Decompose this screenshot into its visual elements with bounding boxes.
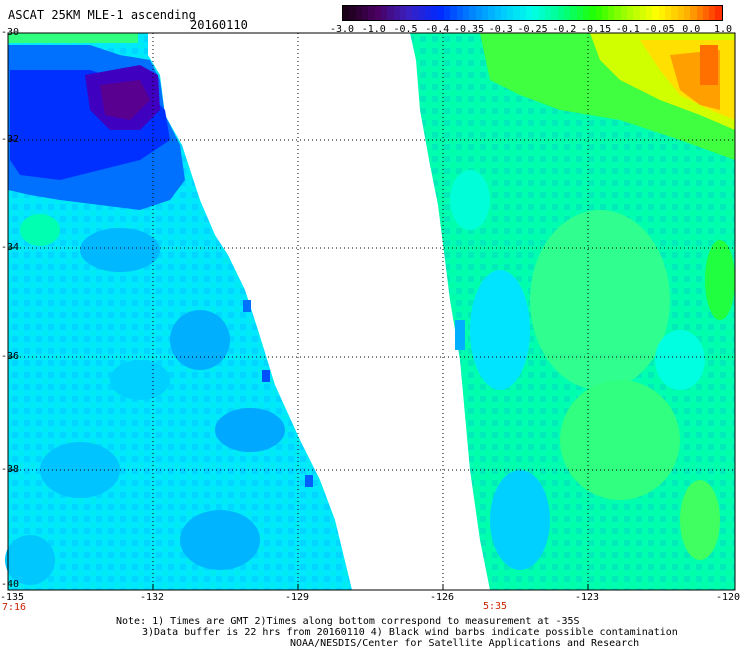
colorbar-segment [614, 6, 621, 20]
colorbar-segment [633, 6, 640, 20]
colorbar-segment [425, 6, 432, 20]
colorbar-segment [715, 6, 722, 20]
lon-label: -129 [285, 592, 310, 603]
map-frame [7, 32, 736, 591]
colorbar-segment [582, 6, 590, 20]
colorbar-segment [709, 6, 716, 20]
colorbar-label: 1.0 [714, 24, 733, 35]
colorbar-segment [538, 6, 545, 20]
colorbar-segment [570, 6, 577, 20]
left-swath [5, 33, 352, 590]
colorbar-segment [380, 6, 388, 20]
colorbar-segment [690, 6, 697, 20]
colorbar-segment [563, 6, 571, 20]
colorbar-segment [513, 6, 520, 20]
swath-time-right: 5:35 [483, 601, 508, 612]
colorbar-segment [696, 6, 703, 20]
colorbar-segment [683, 6, 691, 20]
colorbar-segment [664, 6, 672, 20]
colorbar-segment [601, 6, 609, 20]
colorbar-segment [355, 6, 362, 20]
colorbar-segment [431, 6, 438, 20]
colorbar-segment [393, 6, 400, 20]
colorbar-label: -0.2 [552, 24, 577, 35]
colorbar-label: -0.05 [644, 24, 675, 35]
colorbar-segment [343, 6, 350, 20]
colorbar-segment [500, 6, 508, 20]
colorbar-segment [462, 6, 470, 20]
colorbar-segment [349, 6, 356, 20]
note-line-3: NOAA/NESDIS/Center for Satellite Applica… [290, 638, 640, 649]
product-date: 20160110 [190, 18, 248, 32]
note-line-2: 3)Data buffer is 22 hrs from 20160110 4)… [142, 627, 678, 638]
product-title: ASCAT 25KM MLE-1 ascending [8, 8, 196, 22]
colorbar-segment [519, 6, 527, 20]
colorbar-segment [532, 6, 539, 20]
lon-label: -120 [716, 592, 740, 603]
colorbar-segment [507, 6, 514, 20]
colorbar-segment [702, 6, 710, 20]
lat-label: -40 [1, 579, 20, 590]
note-line-1: Note: 1) Times are GMT 2)Times along bot… [116, 616, 580, 627]
colorbar [342, 5, 723, 21]
colorbar-segment [469, 6, 476, 20]
colorbar-label: -3.0 [330, 24, 355, 35]
colorbar-segment [456, 6, 463, 20]
colorbar-segment [481, 6, 489, 20]
colorbar-segment [589, 6, 596, 20]
colorbar-segment [646, 6, 653, 20]
colorbar-segment [576, 6, 583, 20]
colorbar-segment [677, 6, 684, 20]
lat-label: -38 [1, 464, 20, 475]
lat-label: -36 [1, 351, 20, 362]
colorbar-segment [671, 6, 678, 20]
colorbar-labels: -3.0 -1.0 -0.5 -0.4 -0.35 -0.3 -0.25 -0.2 -0.15-… [330, 24, 735, 38]
colorbar-segment [475, 6, 482, 20]
colorbar-segment [450, 6, 457, 20]
colorbar-segment [488, 6, 495, 20]
right-swath [410, 33, 735, 590]
colorbar-label: 0.0 [682, 24, 701, 35]
colorbar-segment [444, 6, 451, 20]
colorbar-label: -0.5 [393, 24, 418, 35]
colorbar-segment [526, 6, 533, 20]
colorbar-segment [627, 6, 634, 20]
colorbar-segment [658, 6, 665, 20]
colorbar-segment [608, 6, 615, 20]
lon-label: -135 [0, 592, 25, 603]
colorbar-segment [557, 6, 564, 20]
colorbar-segment [639, 6, 646, 20]
colorbar-label: -0.4 [425, 24, 450, 35]
lon-label: -126 [430, 592, 455, 603]
colorbar-label: -0.1 [615, 24, 640, 35]
colorbar-segment [494, 6, 501, 20]
colorbar-label: -0.3 [488, 24, 513, 35]
lat-label: -32 [1, 134, 20, 145]
lat-label: -30 [1, 27, 20, 38]
colorbar-segment [374, 6, 381, 20]
colorbar-segment [406, 6, 413, 20]
lat-label: -34 [1, 242, 20, 253]
colorbar-label: -0.25 [517, 24, 548, 35]
colorbar-label: -0.15 [581, 24, 612, 35]
colorbar-segment [412, 6, 419, 20]
swath-time-left: 7:16 [2, 602, 27, 613]
colorbar-segment [387, 6, 394, 20]
colorbar-segment [551, 6, 558, 20]
colorbar-label: -1.0 [361, 24, 386, 35]
lon-label: -132 [140, 592, 165, 603]
colorbar-segment [399, 6, 407, 20]
colorbar-segment [545, 6, 552, 20]
gridlines [8, 33, 735, 590]
colorbar-segment [418, 6, 426, 20]
colorbar-segment [368, 6, 375, 20]
colorbar-segment [595, 6, 602, 20]
colorbar-segment [620, 6, 628, 20]
colorbar-label: -0.35 [454, 24, 485, 35]
lon-label: -123 [575, 592, 600, 603]
colorbar-segment [437, 6, 444, 20]
colorbar-segment [652, 6, 659, 20]
colorbar-segment [361, 6, 369, 20]
